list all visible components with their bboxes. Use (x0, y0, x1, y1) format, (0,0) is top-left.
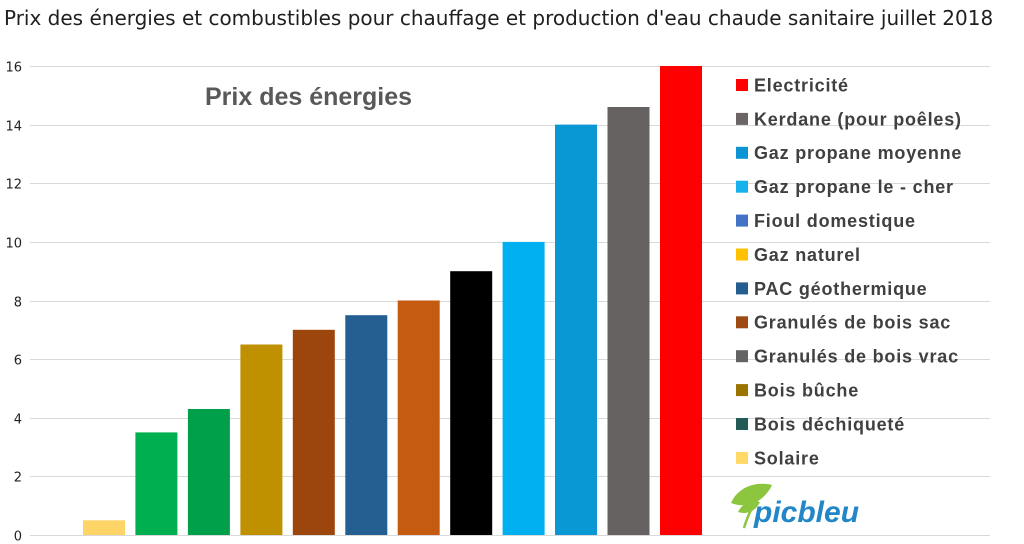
legend-swatch (736, 112, 748, 125)
legend-swatch (736, 214, 748, 227)
legend-item-bois-dechiquete: Bois déchiqueté (736, 414, 905, 434)
legend-swatch (736, 316, 748, 329)
y-tick-label: 8 (14, 296, 22, 311)
bar-granules-de-bois-vrac (240, 344, 283, 535)
picbleu-logo: picbleu (731, 483, 859, 529)
bar-pac-geothermique (345, 315, 388, 535)
legend-label: Granulés de bois sac (754, 313, 951, 333)
legend-item-gaz-naturel: Gaz naturel (736, 245, 861, 265)
bar-granules-de-bois-sac (292, 329, 335, 535)
chart-title: Prix des énergies (205, 83, 412, 111)
legend-swatch (736, 384, 748, 397)
legend-item-pac-geothermique: PAC géothermique (736, 279, 927, 299)
bar-bois-buche (187, 409, 230, 535)
legend-swatch (736, 180, 748, 193)
legend-item-electricite: Electricité (736, 75, 849, 95)
legend-swatch (736, 350, 748, 363)
legend: Electricité Kerdane (pour poêles) Gaz prop… (736, 75, 962, 468)
page-title: Prix des énergies et combustibles pour c… (4, 6, 994, 30)
leaf-icon (731, 483, 772, 529)
y-tick-label: 2 (14, 471, 22, 486)
legend-label: Gaz propane le - cher (754, 177, 954, 197)
legend-item-bois-buche: Bois bûche (736, 381, 859, 401)
legend-item-granules-de-bois-vrac: Granulés de bois vrac (736, 347, 959, 367)
legend-item-solaire: Solaire (736, 448, 820, 468)
legend-item-kerdane-pour-poeles: Kerdane (pour poêles) (736, 109, 962, 129)
legend-label: Gaz naturel (754, 245, 861, 265)
y-tick-label: 14 (5, 120, 22, 135)
legend-label: Fioul domestique (754, 211, 916, 231)
y-tick-label: 16 (5, 61, 22, 76)
legend-label: Solaire (754, 448, 820, 468)
legend-item-granules-de-bois-sac: Granulés de bois sac (736, 313, 951, 333)
legend-label: Kerdane (pour poêles) (754, 109, 962, 129)
logo-text: picbleu (753, 496, 859, 529)
legend-label: Granulés de bois vrac (754, 347, 959, 367)
legend-swatch (736, 248, 748, 261)
legend-label: Electricité (754, 75, 849, 95)
bar-solaire (83, 520, 125, 535)
bar-electricite (660, 66, 702, 535)
legend-item-gaz-propane-moyenne: Gaz propane moyenne (736, 143, 962, 163)
bar-kerdane-pour-poeles (607, 107, 650, 535)
bar-fioul-domestique (450, 271, 493, 535)
legend-label: Gaz propane moyenne (754, 143, 962, 163)
bar-gaz-propane-moyenne (555, 124, 597, 535)
y-tick-label: 0 (14, 530, 22, 544)
bar-bois-dechiquete (135, 432, 178, 535)
legend-item-gaz-propane-le-cher: Gaz propane le - cher (736, 177, 954, 197)
legend-swatch (736, 146, 748, 159)
legend-label: Bois bûche (754, 381, 859, 401)
y-tick-label: 4 (14, 413, 22, 428)
bar-gaz-naturel (397, 300, 440, 535)
bar-gaz-propane-le-cher (502, 241, 545, 535)
legend-label: PAC géothermique (754, 279, 927, 299)
legend-swatch (736, 451, 748, 464)
legend-swatch (736, 79, 748, 91)
legend-swatch (736, 418, 748, 430)
y-axis-tick-labels: 0 2 4 6 8 10 12 14 16 (5, 61, 22, 544)
y-tick-label: 12 (5, 178, 22, 193)
legend-item-fioul-domestique: Fioul domestique (736, 211, 916, 231)
y-tick-label: 10 (5, 237, 22, 252)
bars (83, 66, 702, 535)
y-tick-label: 6 (14, 354, 22, 369)
legend-swatch (736, 282, 748, 295)
legend-label: Bois déchiqueté (754, 414, 905, 434)
